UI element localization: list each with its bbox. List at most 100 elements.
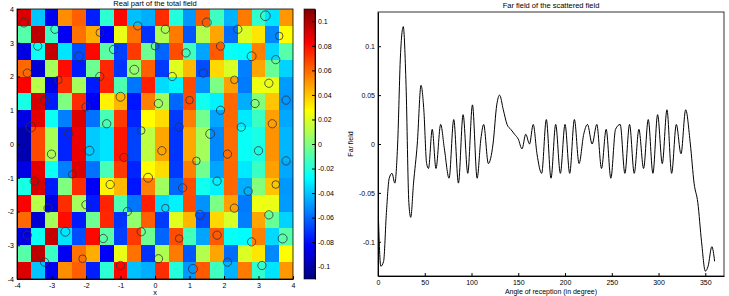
heatmap-cell [265,178,279,195]
heatmap-cell [100,9,114,26]
heatmap-cell [155,127,169,144]
heatmap-cell [279,212,293,229]
tick-label: -3 [49,282,55,289]
tick-mark [378,95,381,96]
heatmap-cell [45,110,59,127]
scatterer [223,150,231,158]
scatterer [26,122,36,132]
heatmap-cell [279,161,293,178]
heatmap-cell [210,26,224,43]
scatterer [137,127,145,135]
tick-label: -0.05 [359,190,375,197]
tick-label: 1 [10,107,14,114]
heatmap-cell [58,60,72,77]
heatmap-cell [155,77,169,94]
tick: 0.08 [312,43,332,50]
scatterer [247,52,256,61]
heatmap-cell [183,77,197,94]
heatmap-cell [58,178,72,195]
tick-label: -3 [8,242,14,249]
heatmap-cell [100,262,114,279]
tick-mark [312,70,315,71]
heatmap-cells [17,9,293,279]
tick-mark [378,193,381,194]
tick-label: -0.1 [363,239,375,246]
tick: 200 [560,273,572,286]
y-axis-title: Far field [347,131,354,156]
heatmap-cell [252,144,266,161]
tick-mark [472,273,473,276]
scatterer [168,72,176,80]
tick: 0.04 [312,92,332,99]
heatmap-cell [279,195,293,212]
heatmap-cell [72,228,86,245]
tick-mark [17,279,20,280]
tick: -3 [49,276,55,289]
tick: 0.06 [312,67,332,74]
heatmap-cell [100,110,114,127]
tick-label: 250 [606,279,618,286]
heatmap-cell [31,127,45,144]
heatmap-cell [72,26,86,43]
heatmap-cell [155,9,169,26]
heatmap-cell [127,60,141,77]
scatterer [223,258,231,266]
tick: -3 [8,242,20,249]
scatterer [19,18,28,27]
heatmap-cell [72,161,86,178]
scatterer [162,204,170,212]
scatterer [258,261,266,269]
heatmap-cell [196,161,210,178]
heatmap-cell [141,9,155,26]
x-axis-title: x [153,288,157,296]
tick: -2 [8,208,20,215]
heatmap-cell [252,178,266,195]
scatterer [30,177,38,185]
heatmap-cell [155,43,169,60]
heatmap-cell [17,262,31,279]
tick-label: 50 [421,279,429,286]
heatmap-cell [114,77,128,94]
heatmap-cell [196,228,210,245]
heatmap-cell [31,60,45,77]
heatmap-cell [196,245,210,262]
heatmap-cell [114,228,128,245]
scatterer [282,157,290,165]
scatterer [103,120,111,128]
scatterer [79,255,87,263]
scatterer [186,96,194,104]
scatterer [237,123,245,131]
scatterer [154,255,162,263]
heatmap-cell [196,195,210,212]
heatmap-cell [224,110,238,127]
heatmap-cell [58,43,72,60]
heatmap-cell [58,245,72,262]
heatmap-cell [210,144,224,161]
heatmap-cell [58,9,72,26]
tick: 3 [257,276,261,289]
heatmap-cell [45,43,59,60]
heatmap-cell [45,127,59,144]
heatmap-cell [196,262,210,279]
tick-mark [17,245,20,246]
heatmap-cell [210,195,224,212]
axis-line [379,276,725,277]
heatmap-cell [17,245,31,262]
heatmap-cell [252,77,266,94]
heatmap-cell [58,144,72,161]
scatterer [65,130,73,138]
scatterer [106,180,114,188]
heatmap-cell [127,144,141,161]
scatterer [137,228,145,236]
heatmap-cell [45,212,59,229]
heatmap-cell [17,144,31,161]
heatmap-cell [183,178,197,195]
heatmap-cell [224,127,238,144]
heatmap-cell [224,9,238,26]
heatmap-cell [100,127,114,144]
heatmap-cell [141,60,155,77]
heatmap-cell [169,93,183,110]
tick-mark [17,9,20,10]
tick-mark [565,273,566,276]
heatmap-cell [45,9,59,26]
